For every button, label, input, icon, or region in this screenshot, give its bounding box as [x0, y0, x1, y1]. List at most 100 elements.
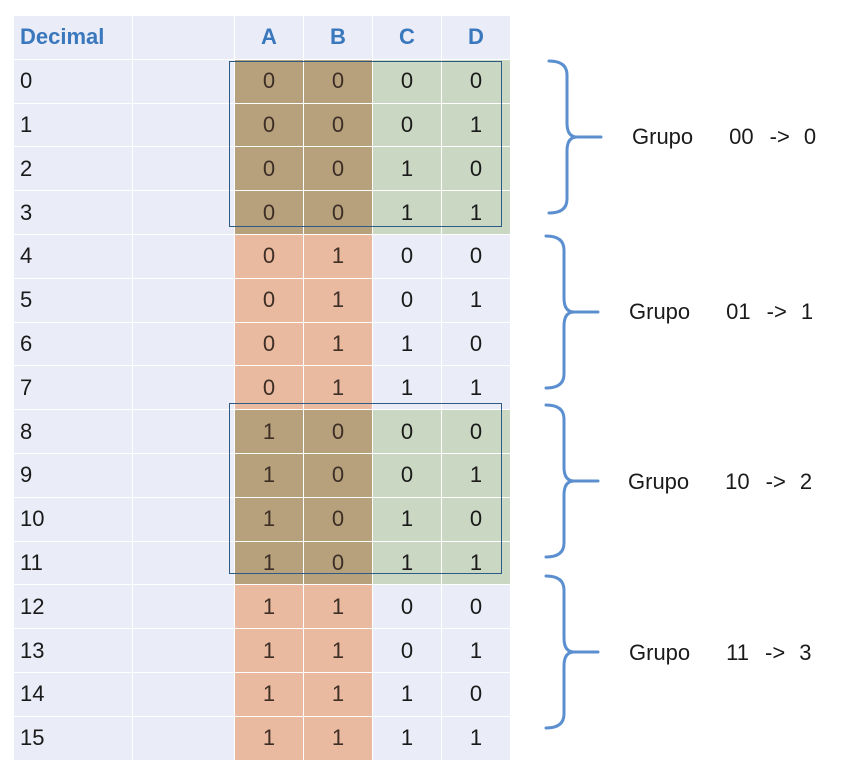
group-code: 00 — [729, 124, 754, 149]
bit-a-cell: 1 — [234, 453, 304, 498]
spacer-cell — [132, 190, 235, 235]
bit-c-cell: 1 — [372, 322, 442, 367]
curly-bracket — [544, 234, 600, 390]
bit-d-cell: 1 — [441, 628, 511, 673]
bit-d-cell: 0 — [441, 322, 511, 367]
bit-b-cell: 0 — [303, 190, 373, 235]
bit-b-cell: 0 — [303, 146, 373, 192]
bit-a-cell: 0 — [234, 146, 304, 192]
spacer-cell — [132, 146, 235, 192]
bit-a-cell: 0 — [234, 103, 304, 148]
bit-c-cell: 0 — [372, 103, 442, 148]
group-value: 0 — [803, 124, 817, 149]
decimal-cell: 0 — [14, 59, 133, 104]
group-word: Grupo — [629, 299, 691, 324]
table-row: 10 1 0 1 0 — [14, 497, 511, 542]
bit-b-cell: 0 — [303, 541, 373, 586]
group-code: 01 — [726, 299, 751, 324]
bit-d-cell: 1 — [441, 103, 511, 148]
bit-d-cell: 0 — [441, 234, 511, 279]
bit-a-cell: 1 — [234, 497, 304, 542]
bit-c-cell: 0 — [372, 584, 442, 630]
header-spacer — [132, 16, 235, 60]
bit-b-cell: 1 — [303, 628, 373, 673]
bit-b-cell: 0 — [303, 103, 373, 148]
bit-b-cell: 0 — [303, 59, 373, 104]
group-outline-box — [229, 61, 502, 227]
bit-c-cell: 1 — [372, 190, 442, 235]
table-row: 13 1 1 0 1 — [14, 628, 511, 673]
bit-c-cell: 1 — [372, 497, 442, 542]
decimal-cell: 10 — [14, 497, 133, 542]
decimal-cell: 9 — [14, 453, 133, 498]
decimal-cell: 15 — [14, 716, 133, 761]
table-row: 12 1 1 0 0 — [14, 584, 511, 630]
decimal-cell: 11 — [14, 541, 133, 586]
bit-c-cell: 0 — [372, 628, 442, 673]
spacer-cell — [132, 103, 235, 148]
bit-c-cell: 0 — [372, 59, 442, 104]
group-value: 3 — [799, 640, 812, 665]
bit-b-cell: 1 — [303, 234, 373, 279]
spacer-cell — [132, 716, 235, 761]
table-row: 11 1 0 1 1 — [14, 541, 511, 586]
spacer-cell — [132, 278, 235, 323]
bit-c-cell: 1 — [372, 146, 442, 192]
bit-c-cell: 1 — [372, 672, 442, 717]
spacer-cell — [132, 322, 235, 367]
group-word: Grupo — [629, 640, 691, 665]
group-label: Grupo 01 -> 1 — [629, 299, 813, 325]
header-c: C — [372, 16, 442, 60]
bit-b-cell: 0 — [303, 409, 373, 454]
bit-a-cell: 1 — [234, 541, 304, 586]
bit-d-cell: 1 — [441, 541, 511, 586]
spacer-cell — [132, 453, 235, 498]
group-arrow: -> — [765, 640, 786, 665]
decimal-cell: 7 — [14, 365, 133, 411]
header-row: Decimal A B C D — [14, 16, 511, 60]
decimal-cell: 1 — [14, 103, 133, 148]
group-arrow: -> — [765, 469, 786, 494]
bit-a-cell: 0 — [234, 322, 304, 367]
spacer-cell — [132, 541, 235, 586]
decimal-cell: 3 — [14, 190, 133, 235]
bit-d-cell: 1 — [441, 453, 511, 498]
spacer-cell — [132, 234, 235, 279]
decimal-cell: 14 — [14, 672, 133, 717]
decimal-cell: 12 — [14, 584, 133, 630]
decimal-cell: 6 — [14, 322, 133, 367]
group-label: Grupo 00 -> 0 — [632, 124, 816, 150]
spacer-cell — [132, 628, 235, 673]
bit-b-cell: 0 — [303, 453, 373, 498]
bit-b-cell: 1 — [303, 584, 373, 630]
table-row: 14 1 1 1 0 — [14, 672, 511, 717]
bit-a-cell: 1 — [234, 628, 304, 673]
bit-a-cell: 1 — [234, 672, 304, 717]
bit-c-cell: 0 — [372, 278, 442, 323]
bit-a-cell: 0 — [234, 278, 304, 323]
bit-c-cell: 1 — [372, 716, 442, 761]
spacer-cell — [132, 409, 235, 454]
spacer-cell — [132, 584, 235, 630]
group-outline-box — [229, 403, 502, 574]
header-d: D — [441, 16, 511, 60]
group-code: 11 — [726, 640, 749, 665]
group-arrow: -> — [769, 124, 790, 149]
bit-a-cell: 0 — [234, 234, 304, 279]
bit-d-cell: 1 — [441, 365, 511, 411]
group-value: 2 — [799, 469, 813, 494]
bit-a-cell: 1 — [234, 584, 304, 630]
curly-bracket — [544, 574, 600, 730]
spacer-cell — [132, 497, 235, 542]
bit-d-cell: 0 — [441, 59, 511, 104]
